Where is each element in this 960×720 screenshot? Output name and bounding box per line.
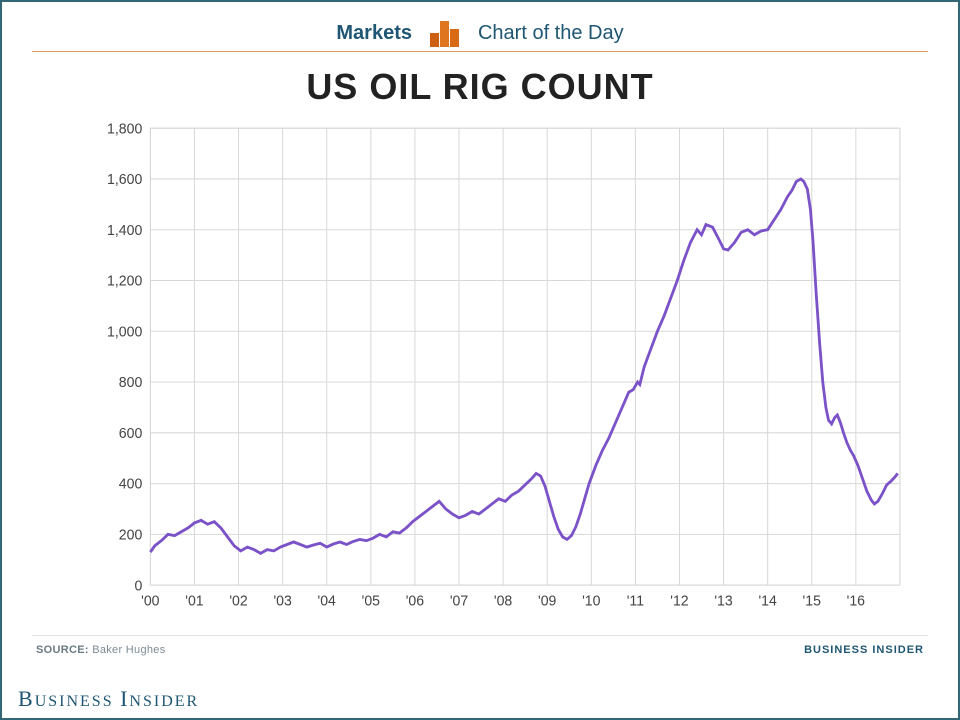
brand-footer-text: BUSINESS INSIDER	[18, 690, 199, 710]
svg-text:'07: '07	[450, 594, 468, 610]
chart-y-labels: 0 200 400 600 800 1,000 1,200 1,400 1,600 1,800	[107, 122, 142, 594]
svg-text:'01: '01	[185, 594, 203, 610]
svg-text:200: 200	[119, 527, 143, 543]
svg-text:'15: '15	[803, 594, 821, 610]
source-prefix: SOURCE:	[36, 644, 89, 656]
svg-text:'11: '11	[627, 594, 644, 610]
svg-text:1,400: 1,400	[107, 223, 142, 239]
svg-text:'04: '04	[318, 594, 336, 610]
svg-text:'08: '08	[494, 594, 512, 610]
svg-text:'00: '00	[141, 594, 159, 610]
header-cotd-label: Chart of the Day	[478, 22, 624, 45]
svg-text:'14: '14	[758, 594, 776, 610]
header-markets-label: Markets	[336, 22, 412, 45]
svg-text:'09: '09	[538, 594, 556, 610]
chart-title: US OIL RIG COUNT	[32, 58, 928, 112]
svg-text:1,200: 1,200	[107, 274, 142, 290]
chart-plot-area: 0 200 400 600 800 1,000 1,200 1,400 1,600 1,800 '…	[102, 122, 908, 616]
chart-card: US OIL RIG COUNT 0 200 400 600 800 1,000 1,200…	[32, 58, 928, 678]
source-label: SOURCE: Baker Hughes	[36, 644, 166, 656]
svg-text:'13: '13	[714, 594, 732, 610]
svg-text:800: 800	[119, 375, 143, 391]
bi-bars-icon	[430, 21, 460, 47]
svg-text:0: 0	[134, 578, 142, 594]
svg-text:400: 400	[119, 477, 143, 493]
svg-text:'05: '05	[362, 594, 380, 610]
svg-text:1,600: 1,600	[107, 172, 142, 188]
svg-text:'06: '06	[406, 594, 424, 610]
svg-text:1,800: 1,800	[107, 122, 142, 137]
source-row: SOURCE: Baker Hughes BUSINESS INSIDER	[32, 635, 928, 656]
svg-text:'12: '12	[670, 594, 688, 610]
chart-x-labels: '00 '01 '02 '03 '04 '05 '06 '07 '08 '09 '10 '11 '12 '…	[141, 594, 865, 610]
svg-text:600: 600	[119, 426, 143, 442]
svg-text:'10: '10	[582, 594, 600, 610]
brand-footer: BUSINESS INSIDER	[18, 686, 199, 712]
source-value: Baker Hughes	[92, 644, 165, 656]
brand-small: BUSINESS INSIDER	[804, 644, 924, 656]
svg-text:'03: '03	[273, 594, 291, 610]
chart-frame: Markets Chart of the Day US OIL RIG COUN…	[0, 0, 960, 720]
chart-line-series	[150, 179, 897, 553]
svg-text:'16: '16	[847, 594, 865, 610]
header-row: Markets Chart of the Day	[32, 16, 928, 52]
svg-text:1,000: 1,000	[107, 324, 142, 340]
svg-text:'02: '02	[229, 594, 247, 610]
chart-svg: 0 200 400 600 800 1,000 1,200 1,400 1,600 1,800 '…	[102, 122, 908, 616]
